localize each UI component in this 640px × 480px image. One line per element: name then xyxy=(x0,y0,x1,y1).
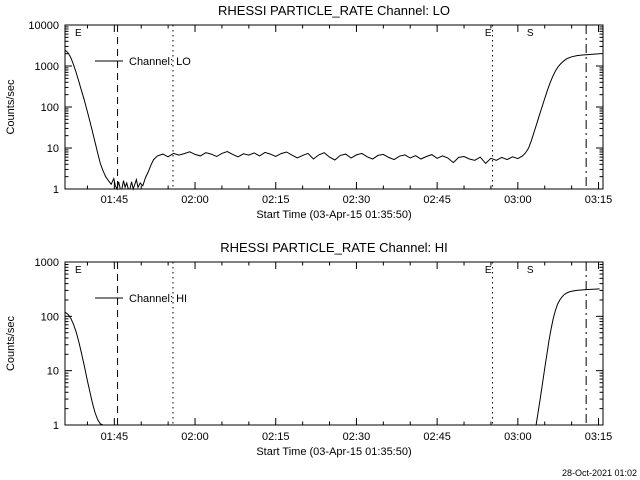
x-tick-label: 02:15 xyxy=(262,194,290,206)
x-tick-label: 02:00 xyxy=(181,194,209,206)
x-tick-label: 02:30 xyxy=(343,194,371,206)
y-tick-label: 10 xyxy=(47,366,59,378)
x-tick-label: 02:15 xyxy=(262,431,290,443)
x-tick-label: 01:45 xyxy=(101,194,129,206)
chart-title: RHESSI PARTICLE_RATE Channel: HI xyxy=(220,240,448,255)
event-marker: E xyxy=(75,28,82,39)
series-line xyxy=(65,50,600,191)
x-tick-label: 03:00 xyxy=(504,194,532,206)
plot-frame xyxy=(64,261,604,426)
y-tick-label: 1 xyxy=(53,184,59,196)
series-line xyxy=(65,288,600,426)
y-tick-label: 10000 xyxy=(28,20,59,32)
x-tick-label: 02:30 xyxy=(343,431,371,443)
y-tick-label: 1000 xyxy=(35,61,59,73)
x-tick-label: 02:45 xyxy=(423,194,451,206)
plot-frame xyxy=(64,24,604,190)
y-tick-label: 100 xyxy=(41,102,59,114)
x-tick-label: 03:15 xyxy=(585,194,613,206)
x-tick-label: 03:00 xyxy=(504,431,532,443)
x-tick-label: 02:45 xyxy=(423,431,451,443)
chart-title: RHESSI PARTICLE_RATE Channel: LO xyxy=(218,3,450,18)
y-axis-label: Counts/sec xyxy=(5,79,17,135)
event-marker: S xyxy=(527,28,534,39)
legend-label: Channel: HI xyxy=(129,293,187,305)
event-marker: E xyxy=(485,265,492,276)
y-tick-label: 1 xyxy=(53,420,59,432)
legend-label: Channel: LO xyxy=(129,56,191,68)
x-tick-label: 03:15 xyxy=(585,431,613,443)
event-marker: E xyxy=(485,28,492,39)
render-timestamp: 28-Oct-2021 01:02 xyxy=(561,468,637,478)
x-tick-label: 02:00 xyxy=(181,431,209,443)
x-axis-label: Start Time (03-Apr-15 01:35:50) xyxy=(256,446,411,458)
y-tick-label: 10 xyxy=(47,143,59,155)
y-tick-label: 100 xyxy=(41,311,59,323)
event-marker: S xyxy=(527,265,534,276)
x-tick-label: 01:45 xyxy=(101,431,129,443)
event-marker: E xyxy=(75,265,82,276)
x-axis-label: Start Time (03-Apr-15 01:35:50) xyxy=(256,209,411,221)
y-axis-label: Counts/sec xyxy=(5,315,17,371)
y-tick-label: 1000 xyxy=(35,257,59,269)
